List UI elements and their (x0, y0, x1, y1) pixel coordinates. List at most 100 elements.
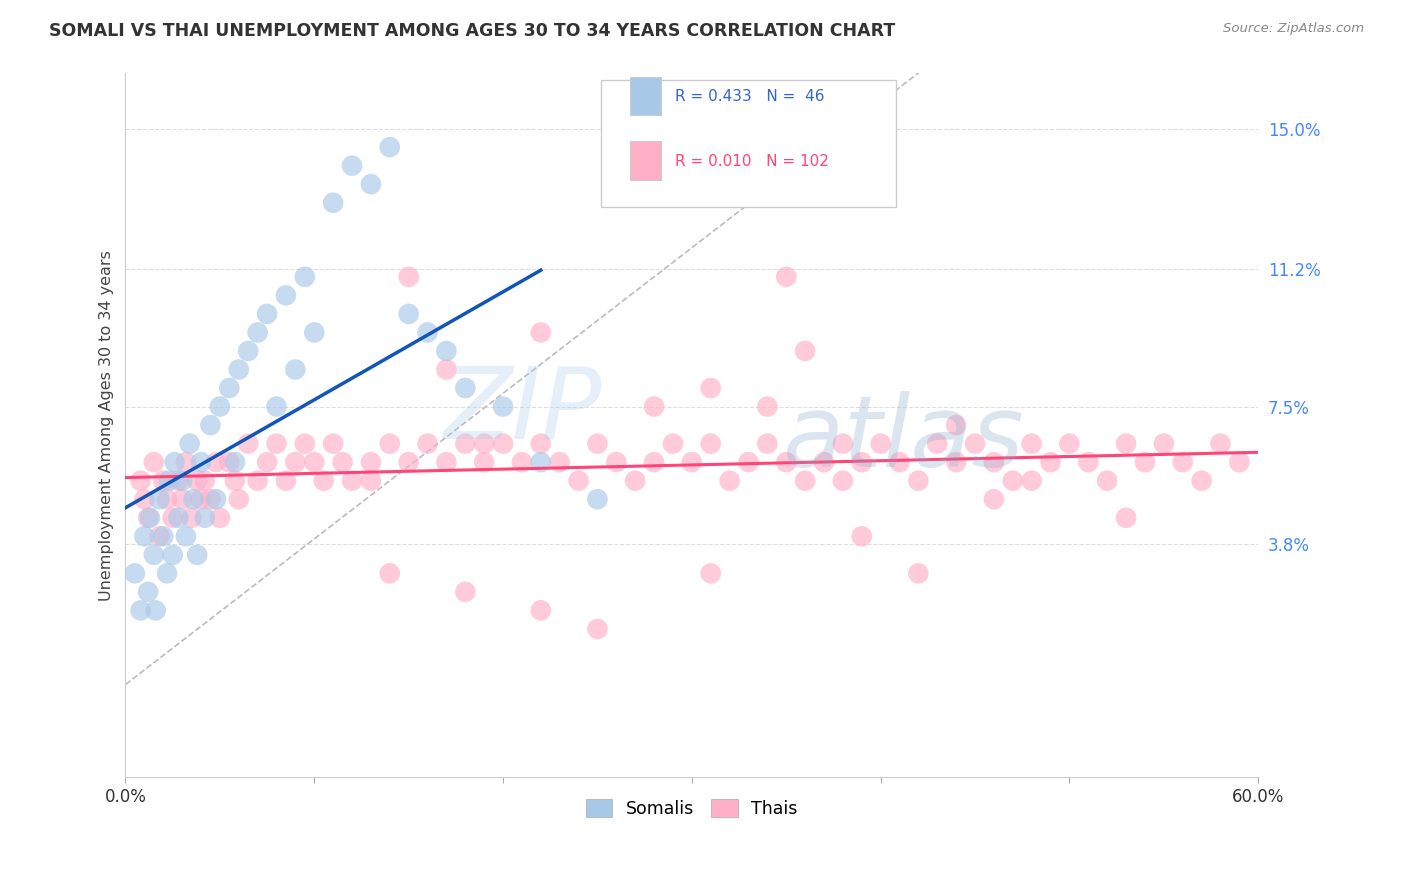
Point (174, 529, 197, 543)
Point (134, 492, 156, 507)
Point (831, 474, 853, 488)
Point (699, 566, 721, 581)
Point (492, 400, 515, 414)
Point (1095, 474, 1118, 488)
Point (737, 455, 759, 469)
Point (454, 585, 477, 599)
Point (183, 492, 205, 507)
Point (172, 474, 194, 488)
Point (1115, 510, 1137, 524)
Point (246, 326, 269, 340)
Point (246, 474, 269, 488)
Point (304, 455, 326, 469)
Point (179, 436, 201, 450)
Point (360, 474, 382, 488)
Point (1133, 455, 1156, 469)
Point (163, 455, 186, 469)
Point (756, 400, 779, 414)
Point (218, 381, 240, 395)
Point (530, 455, 553, 469)
Point (454, 436, 477, 450)
Point (624, 474, 647, 488)
Point (186, 474, 208, 488)
Point (1059, 436, 1081, 450)
Point (718, 474, 741, 488)
Point (294, 436, 316, 450)
Point (548, 455, 571, 469)
Point (907, 566, 929, 581)
Point (851, 529, 873, 543)
Point (157, 474, 180, 488)
Point (312, 474, 335, 488)
Point (586, 436, 609, 450)
Point (1227, 455, 1250, 469)
Point (775, 269, 797, 284)
Point (983, 492, 1005, 507)
Point (304, 326, 326, 340)
Point (340, 159, 363, 173)
Point (436, 343, 458, 358)
Point (398, 455, 420, 469)
Y-axis label: Unemployment Among Ages 30 to 34 years: Unemployment Among Ages 30 to 34 years (100, 250, 114, 600)
Point (332, 455, 354, 469)
Point (586, 622, 609, 636)
Point (1077, 455, 1099, 469)
Point (472, 436, 495, 450)
Point (454, 381, 477, 395)
Point (378, 140, 401, 154)
Point (492, 436, 515, 450)
Text: atlas: atlas (783, 391, 1024, 488)
Point (756, 436, 779, 450)
FancyBboxPatch shape (630, 141, 661, 180)
Point (274, 474, 297, 488)
Point (322, 436, 344, 450)
Point (205, 492, 228, 507)
Point (194, 510, 217, 524)
Point (124, 566, 146, 581)
Point (662, 436, 685, 450)
Point (274, 288, 297, 302)
Point (284, 362, 307, 376)
Point (139, 510, 162, 524)
FancyBboxPatch shape (602, 80, 896, 207)
Point (228, 362, 250, 376)
Point (152, 474, 174, 488)
Point (224, 474, 246, 488)
Text: R = 0.433   N =  46: R = 0.433 N = 46 (675, 88, 824, 103)
Point (266, 400, 288, 414)
Point (190, 455, 212, 469)
Point (256, 307, 278, 321)
Point (152, 529, 174, 543)
Point (378, 436, 401, 450)
Point (186, 548, 208, 562)
Point (208, 400, 231, 414)
Point (794, 343, 817, 358)
Point (218, 455, 240, 469)
Point (945, 418, 967, 433)
Point (436, 455, 458, 469)
Point (1171, 455, 1194, 469)
Point (643, 400, 665, 414)
Text: R = 0.010   N = 102: R = 0.010 N = 102 (675, 153, 828, 169)
Text: ZIP: ZIP (443, 362, 602, 459)
Point (605, 455, 627, 469)
Point (568, 474, 591, 488)
Point (134, 529, 156, 543)
Point (927, 436, 949, 450)
Point (1021, 474, 1043, 488)
Point (167, 474, 190, 488)
Point (530, 326, 553, 340)
Point (907, 474, 929, 488)
Point (1115, 436, 1137, 450)
Point (266, 436, 288, 450)
Point (294, 269, 316, 284)
Point (224, 455, 246, 469)
Point (156, 566, 179, 581)
Point (699, 381, 721, 395)
Point (963, 436, 986, 450)
Point (945, 455, 967, 469)
Point (983, 455, 1005, 469)
Point (167, 510, 190, 524)
Point (142, 548, 165, 562)
Point (148, 492, 170, 507)
